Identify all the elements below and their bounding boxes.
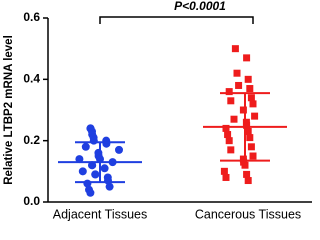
y-tick-label: 0.2	[23, 133, 40, 147]
error-bar	[220, 92, 270, 162]
data-point	[88, 161, 97, 170]
data-point	[102, 139, 111, 148]
data-point	[249, 100, 257, 108]
data-point	[105, 182, 114, 191]
y-tick-label: 0.6	[23, 10, 40, 24]
data-point	[239, 106, 247, 114]
y-tick-label: 0.0	[23, 194, 40, 208]
data-point	[243, 121, 251, 129]
data-point	[89, 136, 98, 145]
data-point	[246, 85, 254, 93]
significance-bracket	[99, 16, 254, 24]
p-value: P<0.0001	[174, 0, 226, 13]
data-point	[224, 131, 232, 139]
data-point	[225, 137, 233, 145]
data-point	[227, 97, 235, 105]
data-point	[244, 177, 252, 185]
data-point	[243, 54, 251, 62]
data-point	[233, 69, 241, 77]
data-point	[225, 88, 233, 96]
data-point	[249, 152, 257, 160]
x-tick-label: Adjacent Tissues	[53, 207, 148, 221]
chart: P<0.0001 Relative LTBP2 mRNA level 0.0 0.…	[3, 0, 312, 221]
y-tick-label: 0.4	[23, 72, 40, 86]
data-point	[222, 173, 230, 181]
data-point	[91, 170, 100, 179]
data-point	[231, 45, 239, 53]
data-point	[115, 145, 123, 154]
data-point	[81, 142, 90, 151]
data-point	[243, 170, 251, 178]
data-point	[251, 112, 259, 120]
x-tick-label: Cancerous Tissues	[195, 207, 301, 221]
data-point	[241, 161, 249, 169]
data-point	[246, 134, 254, 142]
data-point	[100, 164, 109, 173]
data-point	[247, 143, 255, 151]
data-point	[244, 127, 252, 135]
data-point	[86, 188, 95, 197]
data-point	[247, 94, 255, 102]
data-point	[230, 115, 238, 123]
data-point	[75, 155, 84, 164]
data-point	[78, 167, 87, 176]
data-point	[244, 75, 252, 83]
data-point	[222, 124, 230, 132]
data-point	[220, 167, 228, 175]
error-bar	[75, 141, 125, 184]
y-axis-label: Relative LTBP2 mRNA level	[3, 35, 15, 185]
data-point	[227, 146, 235, 154]
data-point	[235, 81, 243, 89]
